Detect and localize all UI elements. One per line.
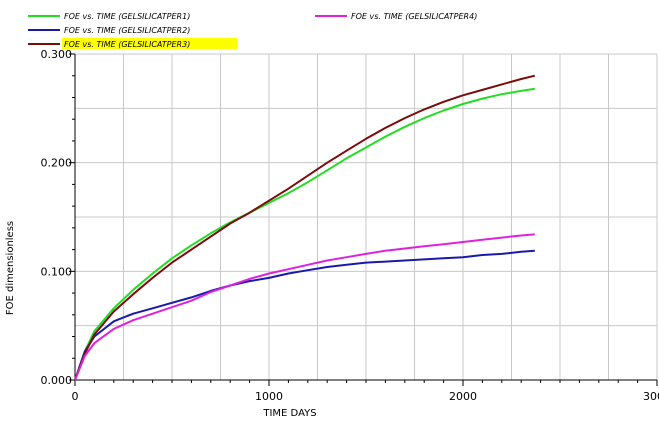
legend-entry-label: FOE vs. TIME (GELSILICATPER2) <box>64 26 190 35</box>
x-tick-label: 0 <box>72 390 79 403</box>
series-line <box>74 233 535 381</box>
series-line <box>74 74 536 381</box>
legend-highlight <box>62 38 237 49</box>
y-tick-label: 0.200 <box>41 157 73 170</box>
x-tick-label: 1000 <box>255 390 283 403</box>
y-tick-label: 0.000 <box>41 374 73 387</box>
y-tick-label: 0.100 <box>41 265 73 278</box>
legend: FOE vs. TIME (GELSILICATPER1) FOE vs. TIM… <box>28 12 477 49</box>
axes: 0 1000 2000 3000 0.000 0.100 0.200 0.300 <box>41 48 659 403</box>
y-axis-label: FOE dimensionless <box>5 221 16 315</box>
series-line <box>74 249 535 381</box>
legend-entry-label: FOE vs. TIME (GELSILICATPER3) <box>64 40 190 49</box>
x-axis-label: TIME DAYS <box>262 408 316 419</box>
series-line <box>74 87 535 381</box>
series-layer <box>74 74 536 381</box>
grid <box>75 53 658 380</box>
legend-entry-label: FOE vs. TIME (GELSILICATPER1) <box>64 12 190 21</box>
legend-entry-label: FOE vs. TIME (GELSILICATPER4) <box>351 12 477 21</box>
x-tick-label: 2000 <box>449 390 477 403</box>
x-tick-label: 3000 <box>643 390 659 403</box>
y-tick-label: 0.300 <box>41 48 73 61</box>
